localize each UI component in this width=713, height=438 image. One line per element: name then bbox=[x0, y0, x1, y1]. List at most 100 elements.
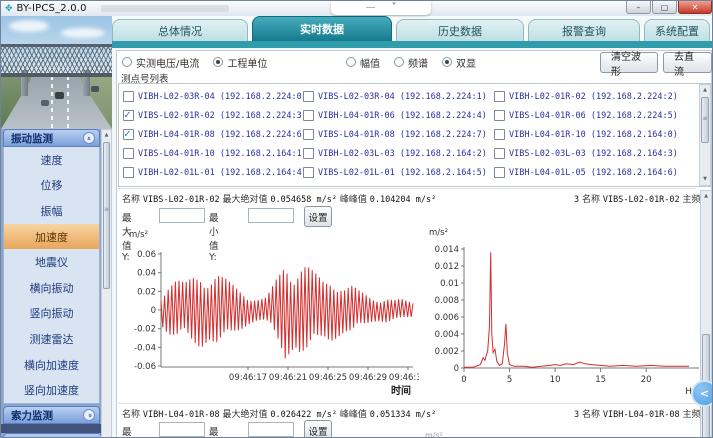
sidebar-item-5[interactable]: 地震仪 bbox=[35, 256, 68, 270]
chevron-double-down-icon[interactable]: » bbox=[83, 409, 95, 421]
sidebar-item-9[interactable]: 横向加速度 bbox=[24, 358, 79, 372]
max-y-input[interactable] bbox=[159, 422, 205, 437]
checkbox-icon[interactable] bbox=[123, 167, 134, 178]
radio-icon[interactable] bbox=[442, 57, 452, 67]
checkbox-icon[interactable] bbox=[303, 148, 314, 159]
checkbox-icon[interactable] bbox=[494, 167, 505, 178]
sidebar-item-6[interactable]: 横向振动 bbox=[29, 281, 74, 295]
tab-1[interactable]: 总体情况 bbox=[112, 19, 248, 41]
sensor-name: VIBH-L04-01R-08 bbox=[142, 410, 220, 420]
measurement-point[interactable]: VIBH-L04-01R-10 (192.168.2.164:0) bbox=[492, 125, 696, 144]
overlay-toolbar: — ˅ bbox=[331, 1, 431, 15]
measurement-point[interactable]: VIBS-L04-01L-05 (192.168.2.164:7) bbox=[121, 182, 301, 187]
measurement-point[interactable]: VIBS-L02-01L-01 (192.168.2.164:5) bbox=[301, 163, 492, 182]
checkbox-icon[interactable] bbox=[123, 148, 134, 159]
checkbox-icon[interactable] bbox=[303, 91, 314, 102]
checkbox-icon[interactable] bbox=[494, 148, 505, 159]
min-y-input[interactable] bbox=[248, 422, 294, 437]
max-y-input[interactable] bbox=[159, 208, 205, 223]
checkbox-icon[interactable] bbox=[123, 91, 134, 102]
min-y-label: 最小值Y: bbox=[209, 213, 219, 263]
measurement-point[interactable]: VIBS-L04-01R-10 (192.168.2.164:1) bbox=[121, 144, 307, 163]
scroll-up-icon[interactable]: ▲ bbox=[703, 87, 707, 93]
checkbox-icon[interactable] bbox=[494, 186, 505, 187]
checkbox-icon[interactable] bbox=[303, 129, 314, 140]
maximize-button[interactable]: ▢ bbox=[652, 1, 677, 14]
checkbox-icon[interactable] bbox=[303, 186, 314, 187]
measurement-point[interactable]: VIBH-L02-01L-01 (192.168.2.164:4) bbox=[121, 163, 307, 182]
measurement-point[interactable]: VIBS-L04-01R-08 (192.168.2.224:7) bbox=[301, 125, 492, 144]
measurement-point[interactable]: VIBH-L04-01R-08 (192.168.2.224:6) bbox=[121, 125, 307, 144]
peak-peak-value: 0.104204 m/s² bbox=[369, 195, 437, 205]
sidebar-scrollbar[interactable]: ▲ ≡ bbox=[101, 129, 112, 437]
sidebar-item-8[interactable]: 测速雷达 bbox=[29, 332, 74, 346]
sidebar-item-2[interactable]: 位移 bbox=[40, 179, 63, 193]
point-label: VIBH-L02-01R-02 (192.168.2.224:2) bbox=[509, 91, 678, 102]
chevron-double-up-icon[interactable]: » bbox=[83, 132, 95, 144]
svg-text:0: 0 bbox=[151, 306, 156, 316]
sidebar-group-vibration[interactable]: 振动监测 » bbox=[3, 129, 100, 147]
set-button[interactable]: 设置 bbox=[304, 420, 332, 437]
checkbox-icon[interactable] bbox=[494, 91, 505, 102]
svg-text:15: 15 bbox=[595, 375, 606, 385]
checkbox-icon[interactable] bbox=[123, 127, 134, 140]
sidebar-scrollbar-thumb[interactable]: ≡ bbox=[103, 142, 110, 289]
sidebar-item-7[interactable]: 竖向振动 bbox=[29, 307, 74, 321]
unit-radio-2[interactable]: 工程单位 bbox=[213, 55, 267, 70]
display-radio-1[interactable]: 幅值 bbox=[346, 55, 380, 70]
checkbox-icon[interactable] bbox=[303, 110, 314, 121]
display-radio-2[interactable]: 频谱 bbox=[394, 55, 428, 70]
tab-2[interactable]: 实时数据 bbox=[252, 16, 392, 41]
main-freq-label: 主频 bbox=[682, 410, 701, 420]
checkbox-icon[interactable] bbox=[494, 110, 505, 121]
point-label: VIBS-L04-01L-07 (192.168.2.10:1) bbox=[509, 187, 673, 188]
min-y-input[interactable] bbox=[248, 208, 294, 223]
clear-waveform-button[interactable]: 清空波形 bbox=[600, 52, 658, 78]
radio-icon[interactable] bbox=[394, 57, 404, 67]
display-radio-3[interactable]: 双显 bbox=[442, 55, 476, 70]
sidebar-item-4[interactable]: 加速度 bbox=[4, 223, 99, 250]
scroll-up-icon[interactable]: ▲ bbox=[104, 132, 109, 138]
overlay-minimize-icon[interactable]: — bbox=[365, 2, 376, 13]
chevron-down-icon[interactable]: ˅ bbox=[391, 2, 397, 13]
radio-icon[interactable] bbox=[213, 57, 224, 67]
measurement-point[interactable]: VIBS-L02-01R-02 (192.168.2.224:3) bbox=[121, 106, 307, 125]
unit-radio-1[interactable]: 实测电压/电流 bbox=[122, 55, 199, 70]
measurement-point[interactable]: VIBH-L04-01L-05 (192.168.2.164:6) bbox=[492, 163, 696, 182]
tab-3[interactable]: 历史数据 bbox=[396, 19, 524, 41]
sidebar-item-10[interactable]: 竖向加速度 bbox=[24, 384, 79, 398]
minimize-button[interactable]: – bbox=[626, 1, 651, 14]
collapse-panel-button[interactable]: < bbox=[691, 380, 712, 407]
close-button[interactable]: ✕ bbox=[678, 1, 712, 14]
radio-icon[interactable] bbox=[346, 57, 356, 67]
checkbox-icon[interactable] bbox=[494, 129, 505, 140]
measurement-point[interactable]: VIBS-L04-01L-07 (192.168.2.10:1) bbox=[492, 182, 696, 188]
measurement-point[interactable]: VIBH-L04-01R-06 (192.168.2.224:4) bbox=[301, 106, 492, 125]
sidebar-item-1[interactable]: 速度 bbox=[40, 153, 63, 167]
checkbox-icon[interactable] bbox=[303, 167, 314, 178]
measurement-point[interactable]: VIBS-L02-03R-04 (192.168.2.224:1) bbox=[301, 87, 492, 106]
scroll-up-icon[interactable]: ▲ bbox=[704, 193, 708, 199]
set-button[interactable]: 设置 bbox=[304, 206, 332, 227]
measurement-point[interactable]: VIBH-L02-01R-02 (192.168.2.224:2) bbox=[492, 87, 696, 106]
measurement-point[interactable]: VIBS-L04-01R-06 (192.168.2.224:5) bbox=[492, 106, 696, 125]
svg-text:09:46:25: 09:46:25 bbox=[309, 373, 347, 383]
svg-text:09:46:29: 09:46:29 bbox=[349, 373, 387, 383]
display-radio-group: 幅值 频谱 双显 bbox=[346, 54, 490, 70]
measurement-point[interactable]: VIBH-L02-03R-04 (192.168.2.224:0) bbox=[121, 87, 307, 106]
checkbox-icon[interactable] bbox=[123, 186, 134, 187]
tab-4[interactable]: 报警查询 bbox=[528, 19, 640, 41]
measurement-point[interactable]: VIBH-L04-01L-07 (192.168.2.10:0) bbox=[301, 182, 492, 187]
points-list-scrollbar[interactable]: ▲ ≡ ▼ bbox=[699, 84, 711, 186]
measurement-point[interactable]: VIBS-L02-03L-03 (192.168.2.164:3) bbox=[492, 144, 696, 163]
remove-dc-button[interactable]: 去直流 bbox=[663, 52, 712, 78]
sidebar-group-cable-force[interactable]: 索力监测 » bbox=[3, 406, 100, 424]
scroll-down-icon[interactable]: ▼ bbox=[703, 176, 707, 182]
name-label: 名称 bbox=[122, 195, 141, 205]
points-scrollbar-thumb[interactable]: ≡ bbox=[701, 97, 709, 143]
sidebar-item-3[interactable]: 振幅 bbox=[40, 204, 63, 218]
tab-5[interactable]: 系统配置 bbox=[644, 19, 710, 41]
radio-icon[interactable] bbox=[122, 57, 132, 67]
measurement-point[interactable]: VIBH-L02-03L-03 (192.168.2.164:2) bbox=[301, 144, 492, 163]
checkbox-icon[interactable] bbox=[123, 108, 134, 121]
